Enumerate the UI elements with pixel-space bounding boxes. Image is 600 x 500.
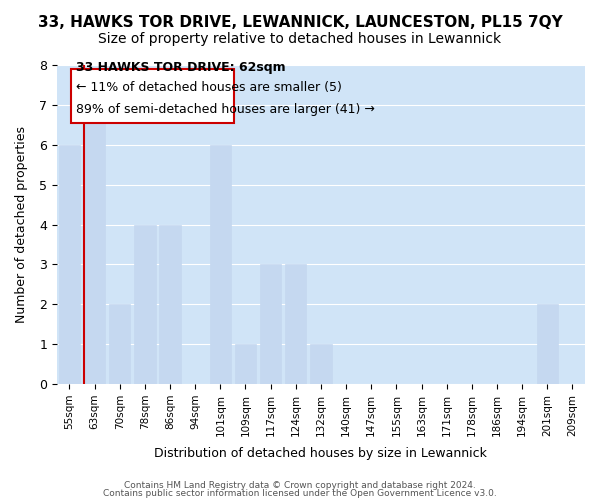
Bar: [109, 304, 130, 384]
Y-axis label: Number of detached properties: Number of detached properties: [15, 126, 28, 323]
Text: Contains HM Land Registry data © Crown copyright and database right 2024.: Contains HM Land Registry data © Crown c…: [124, 481, 476, 490]
Bar: [209, 145, 231, 384]
Bar: [134, 224, 155, 384]
Text: ← 11% of detached houses are smaller (5): ← 11% of detached houses are smaller (5): [76, 81, 341, 94]
X-axis label: Distribution of detached houses by size in Lewannick: Distribution of detached houses by size …: [154, 447, 487, 460]
Text: 33, HAWKS TOR DRIVE, LEWANNICK, LAUNCESTON, PL15 7QY: 33, HAWKS TOR DRIVE, LEWANNICK, LAUNCEST…: [38, 15, 562, 30]
Bar: [285, 264, 307, 384]
Bar: [160, 224, 181, 384]
Text: 89% of semi-detached houses are larger (41) →: 89% of semi-detached houses are larger (…: [76, 103, 374, 116]
Bar: [536, 304, 558, 384]
Text: Size of property relative to detached houses in Lewannick: Size of property relative to detached ho…: [98, 32, 502, 46]
Bar: [235, 344, 256, 384]
Text: Contains public sector information licensed under the Open Government Licence v3: Contains public sector information licen…: [103, 488, 497, 498]
Bar: [310, 344, 332, 384]
Bar: [84, 105, 105, 384]
Bar: [59, 145, 80, 384]
Text: 33 HAWKS TOR DRIVE: 62sqm: 33 HAWKS TOR DRIVE: 62sqm: [76, 61, 286, 74]
Bar: [260, 264, 281, 384]
FancyBboxPatch shape: [71, 69, 234, 123]
